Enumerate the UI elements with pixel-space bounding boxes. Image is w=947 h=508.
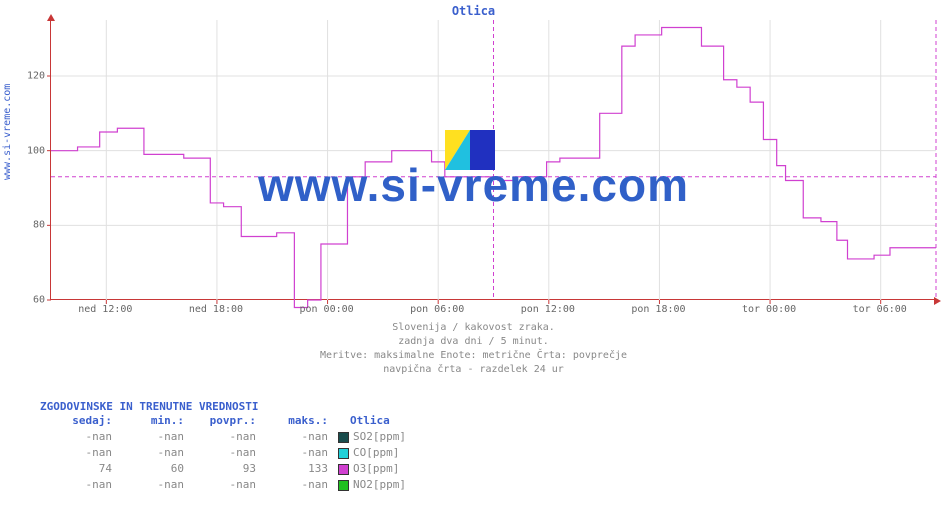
legend-header-cell: povpr.: xyxy=(184,413,256,429)
legend: ZGODOVINSKE IN TRENUTNE VREDNOSTI sedaj:… xyxy=(40,400,406,493)
x-tick-label: tor 00:00 xyxy=(742,304,796,315)
legend-row: -nan-nan-nan-nanCO[ppm] xyxy=(40,445,406,461)
legend-value: -nan xyxy=(40,445,112,461)
legend-series-name: O3[ppm] xyxy=(353,461,399,477)
legend-series-name: NO2[ppm] xyxy=(353,477,406,493)
legend-value: 93 xyxy=(184,461,256,477)
x-tick-label: pon 12:00 xyxy=(521,304,575,315)
legend-color-box xyxy=(338,432,349,443)
legend-value: -nan xyxy=(256,445,328,461)
y-tick-label: 100 xyxy=(5,145,45,156)
legend-series-name: CO[ppm] xyxy=(353,445,399,461)
legend-header-cell: min.: xyxy=(112,413,184,429)
x-tick-label: pon 06:00 xyxy=(410,304,464,315)
legend-value: -nan xyxy=(184,445,256,461)
info-line-2: zadnja dva dni / 5 minut. xyxy=(0,336,947,347)
legend-body: sedaj:min.:povpr.:maks.:Otlica-nan-nan-n… xyxy=(40,413,406,493)
legend-color-box xyxy=(338,480,349,491)
legend-value: 133 xyxy=(256,461,328,477)
x-tick-label: tor 06:00 xyxy=(853,304,907,315)
legend-header-cell: sedaj: xyxy=(40,413,112,429)
y-tick-label: 80 xyxy=(5,220,45,231)
info-line-1: Slovenija / kakovost zraka. xyxy=(0,322,947,333)
legend-title: ZGODOVINSKE IN TRENUTNE VREDNOSTI xyxy=(40,400,406,413)
legend-row: -nan-nan-nan-nanSO2[ppm] xyxy=(40,429,406,445)
info-line-4: navpična črta - razdelek 24 ur xyxy=(0,364,947,375)
legend-row: -nan-nan-nan-nanNO2[ppm] xyxy=(40,477,406,493)
legend-color-box xyxy=(338,448,349,459)
y-tick-label: 120 xyxy=(5,71,45,82)
legend-station: Otlica xyxy=(350,413,390,429)
x-tick-label: pon 18:00 xyxy=(631,304,685,315)
y-tick-label: 60 xyxy=(5,295,45,306)
legend-color-box xyxy=(338,464,349,475)
legend-value: 60 xyxy=(112,461,184,477)
legend-value: 74 xyxy=(40,461,112,477)
legend-series-name: SO2[ppm] xyxy=(353,429,406,445)
legend-value: -nan xyxy=(184,429,256,445)
legend-value: -nan xyxy=(40,429,112,445)
x-tick-label: ned 18:00 xyxy=(189,304,243,315)
chart-title: Otlica xyxy=(0,4,947,18)
legend-value: -nan xyxy=(256,429,328,445)
x-tick-label: pon 00:00 xyxy=(299,304,353,315)
legend-row: 746093133 O3[ppm] xyxy=(40,461,406,477)
legend-value: -nan xyxy=(112,445,184,461)
info-line-3: Meritve: maksimalne Enote: metrične Črta… xyxy=(0,350,947,361)
legend-header-cell: maks.: xyxy=(256,413,328,429)
legend-value: -nan xyxy=(184,477,256,493)
watermark-text: www.si-vreme.com xyxy=(0,158,947,212)
x-tick-label: ned 12:00 xyxy=(78,304,132,315)
legend-header-row: sedaj:min.:povpr.:maks.: Otlica xyxy=(40,413,406,429)
legend-value: -nan xyxy=(256,477,328,493)
legend-value: -nan xyxy=(112,429,184,445)
legend-value: -nan xyxy=(112,477,184,493)
legend-value: -nan xyxy=(40,477,112,493)
